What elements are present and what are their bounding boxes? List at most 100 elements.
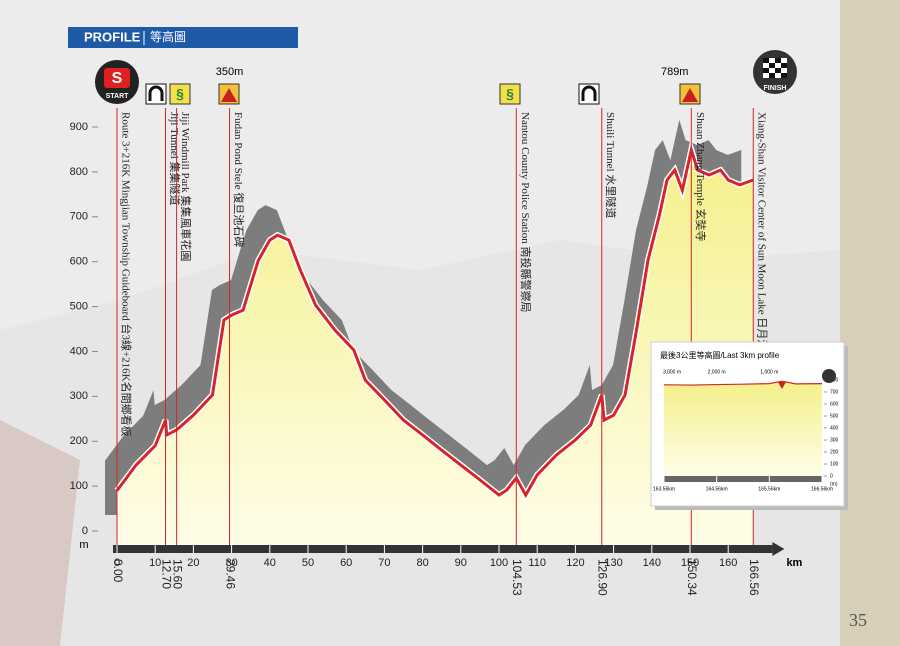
y-tick-label: 800 <box>70 166 88 178</box>
page-edge <box>840 0 900 646</box>
inset-finish <box>822 369 836 383</box>
marker-name: Jiji Windmill Park 集集風車花園 <box>179 112 193 261</box>
elevation-area <box>117 149 754 546</box>
elevation-line <box>115 144 754 499</box>
badge-box <box>104 68 130 88</box>
x-tick-label: 90 <box>455 557 467 569</box>
header-bar <box>68 27 298 48</box>
climb-icon <box>221 88 237 102</box>
inset-y-tick-label: 200 <box>830 449 839 455</box>
marker-distance: 0.00 <box>111 559 125 583</box>
inset-x-tick-label: 163.56km <box>653 486 675 492</box>
y-tick-label: 0 <box>82 525 88 537</box>
marker-distance: 104.53 <box>510 559 524 596</box>
x-tick-label: 50 <box>302 557 314 569</box>
y-tick-label: 300 <box>70 390 88 402</box>
marker-name: Nantou County Police Station 南投縣警察局 <box>519 112 533 312</box>
x-tick-label: 140 <box>643 557 661 569</box>
marker-distance: 150.34 <box>685 559 699 596</box>
y-tick-label: 600 <box>70 256 88 268</box>
y-tick-label: 100 <box>70 480 88 492</box>
y-tick-label: 200 <box>70 435 88 447</box>
y-unit: m <box>79 539 88 551</box>
x-tick-label: 130 <box>604 557 622 569</box>
marker-name: Xiang-Shan Visitor Center of Sun Moon La… <box>756 112 770 416</box>
start-label: START <box>106 93 130 100</box>
peak-label: 350m <box>216 66 244 78</box>
inset-y-unit: (m) <box>830 481 838 487</box>
marker-name: Route 3+216K Mingjian Township Guideboar… <box>119 112 133 437</box>
x-tick-label: 30 <box>225 557 237 569</box>
x-tick-label: 160 <box>719 557 737 569</box>
inset-y-tick-label: 700 <box>830 389 839 395</box>
inset-y-tick-label: 100 <box>830 461 839 467</box>
windmill-icon <box>169 83 191 105</box>
x-tick-label: 20 <box>187 557 199 569</box>
inset-area <box>664 381 822 476</box>
x-axis-arrow <box>772 542 785 556</box>
y-tick-label: 700 <box>70 211 88 223</box>
tunnel-icon <box>581 85 597 101</box>
inset-y-tick-label: 400 <box>830 425 839 431</box>
map-shade <box>0 420 80 646</box>
x-tick-label: 10 <box>149 557 161 569</box>
x-tick-label: 150 <box>681 557 699 569</box>
inset-x-tick-label: 164.56km <box>706 486 728 492</box>
marker-distance: 15.60 <box>170 559 184 589</box>
marker-name: Jiji Tunnel 集集隧道 <box>168 112 182 206</box>
marker-distance: 126.90 <box>596 559 610 596</box>
finish-label: FINISH <box>764 85 787 92</box>
marker-distance: 166.56 <box>747 559 761 596</box>
y-tick-label: 400 <box>70 345 88 357</box>
page-number: 35 <box>849 610 867 630</box>
inset-x-tick-label: 166.56km <box>811 486 833 492</box>
tunnel-icon <box>148 85 164 101</box>
elevation-chart: 0 100 200 300 400 500 600 700 800 900 m km 0 10 20 30 40… <box>70 66 803 596</box>
inset-y-tick-label: 300 <box>830 437 839 443</box>
windmill-glyph: § <box>506 86 514 102</box>
inset-distance: 2,000 m <box>708 369 726 375</box>
inset-title: 最後3公里等高圖/Last 3km profile <box>660 350 780 360</box>
x-tick-label: 110 <box>528 557 546 569</box>
flag <box>763 58 787 78</box>
x-axis-bar <box>113 545 773 553</box>
inset-y-tick-label: 600 <box>830 401 839 407</box>
header-title: PROFILE <box>84 29 141 44</box>
inset-chart: 最後3公里等高圖/Last 3km profile 0 100 200 300 400 50… <box>650 341 848 510</box>
x-unit: km <box>786 557 802 569</box>
inset-distance: 3,000 m <box>663 369 681 375</box>
inset-x-tick-label: 165.56km <box>758 486 780 492</box>
inset-y-tick-label: 0 <box>830 473 833 479</box>
x-tick-label: 60 <box>340 557 352 569</box>
x-tick-label: 40 <box>264 557 276 569</box>
inset-distance: 1,000 m <box>760 369 778 375</box>
icons: § § <box>145 83 701 105</box>
flag-check <box>763 58 787 78</box>
marker-distance: 12.70 <box>159 559 173 589</box>
start-badge: S START <box>95 60 139 104</box>
x-tick-label: 120 <box>566 557 584 569</box>
finish-badge: FINISH <box>753 50 797 94</box>
inset-line <box>663 380 823 386</box>
marker-distance: 29.46 <box>223 559 237 589</box>
climb-icon <box>682 88 698 102</box>
x-tick-label: 80 <box>416 557 428 569</box>
inset-y-tick-label: 500 <box>830 413 839 419</box>
inset-climb-mark <box>777 382 786 389</box>
header-title-zh: 等高圖 <box>150 29 186 44</box>
x-tick-label: 0 <box>114 557 120 569</box>
inset-axis <box>664 476 822 482</box>
start-letter: S <box>112 70 123 87</box>
marker-name: Shuan Zhang Temple 玄奘寺 <box>694 112 708 241</box>
peak-label: 789m <box>661 66 689 78</box>
windmill-glyph: § <box>176 86 184 102</box>
y-tick-label: 900 <box>70 121 88 133</box>
marker-name: Fudan Pond Stele 復旦池石碑 <box>232 112 245 247</box>
map-shade <box>0 0 840 330</box>
x-tick-label: 100 <box>490 557 508 569</box>
y-tick-label: 500 <box>70 300 88 312</box>
windmill-icon <box>499 83 521 105</box>
marker-name: Shuili Tunnel 水里隧道 <box>604 112 618 218</box>
x-tick-label: 70 <box>378 557 390 569</box>
